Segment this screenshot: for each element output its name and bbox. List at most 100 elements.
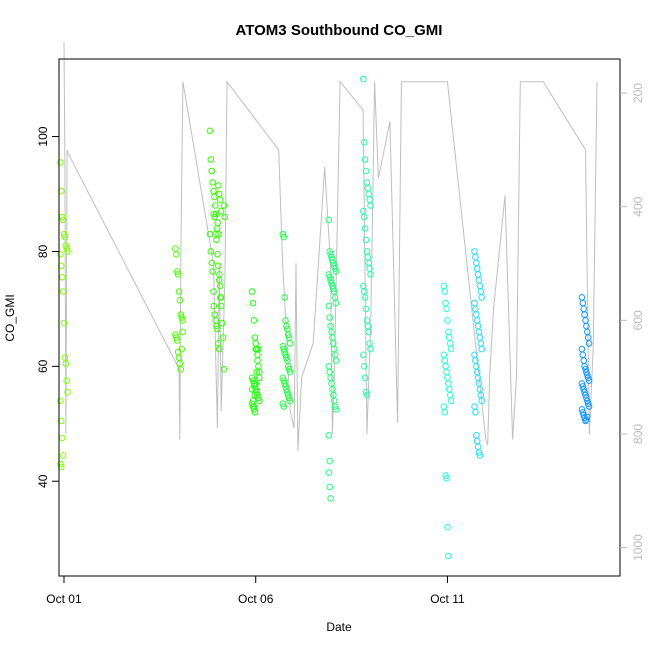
- data-point: [362, 388, 370, 396]
- data-point: [367, 345, 374, 353]
- data-point: [176, 297, 184, 304]
- data-point: [584, 374, 592, 382]
- altitude-trace-line: [63, 41, 598, 452]
- data-point: [286, 368, 294, 376]
- data-point: [209, 268, 216, 275]
- data-point: [582, 365, 589, 373]
- data-point: [282, 351, 289, 359]
- y2-tick-label: 400: [631, 196, 645, 216]
- data-point: [585, 403, 593, 410]
- data-point: [207, 156, 215, 163]
- data-point: [327, 322, 334, 330]
- data-point: [473, 259, 480, 267]
- data-point: [254, 391, 261, 399]
- data-points: [57, 75, 593, 560]
- data-point: [585, 340, 593, 347]
- data-point: [330, 259, 337, 267]
- data-point: [326, 457, 334, 465]
- data-point: [58, 274, 66, 281]
- data-point: [210, 210, 218, 218]
- data-point: [254, 351, 261, 359]
- data-point: [447, 345, 455, 353]
- data-point: [177, 311, 185, 318]
- data-point: [583, 394, 590, 402]
- data-point: [361, 374, 369, 382]
- data-point: [285, 365, 293, 373]
- data-point: [216, 196, 224, 203]
- data-point: [473, 368, 481, 376]
- data-point: [59, 452, 67, 459]
- data-point: [325, 216, 333, 224]
- data-point: [248, 386, 256, 393]
- data-point: [471, 248, 478, 255]
- data-point: [179, 328, 186, 336]
- data-point: [583, 416, 590, 424]
- data-point: [248, 288, 256, 295]
- data-point: [578, 294, 586, 301]
- data-point: [209, 179, 216, 186]
- data-point: [253, 368, 260, 376]
- data-point: [61, 233, 69, 241]
- data-point: [256, 374, 263, 382]
- data-point: [282, 383, 289, 390]
- data-point: [326, 314, 334, 321]
- data-point: [475, 380, 483, 387]
- data-point: [362, 167, 370, 175]
- data-point: [211, 213, 218, 221]
- data-point: [215, 345, 223, 353]
- data-point: [281, 380, 288, 387]
- data-point: [581, 363, 588, 370]
- data-point: [332, 299, 340, 307]
- data-point: [214, 219, 221, 226]
- altitude-traces: [63, 41, 598, 452]
- data-point: [331, 403, 339, 410]
- data-point: [255, 345, 262, 353]
- data-point: [248, 374, 256, 382]
- data-point: [173, 268, 181, 275]
- data-point: [218, 319, 226, 327]
- data-point: [175, 288, 183, 295]
- data-point: [442, 363, 449, 370]
- data-point: [207, 248, 215, 255]
- data-point: [284, 391, 292, 399]
- data-point: [61, 354, 69, 362]
- data-point: [217, 302, 225, 310]
- data-point: [328, 253, 335, 261]
- data-point: [367, 202, 374, 209]
- data-point: [280, 345, 288, 353]
- data-point: [360, 213, 368, 221]
- data-point: [441, 409, 449, 416]
- data-point: [440, 351, 448, 359]
- data-point: [326, 483, 334, 491]
- data-point: [472, 253, 479, 261]
- data-point: [58, 434, 66, 442]
- data-point: [177, 365, 185, 373]
- data-point: [279, 374, 287, 382]
- data-point: [280, 377, 288, 385]
- data-point: [472, 409, 479, 416]
- data-point: [59, 288, 67, 295]
- data-point: [326, 248, 334, 255]
- data-point: [444, 523, 451, 531]
- data-point: [583, 322, 590, 330]
- data-point: [472, 305, 479, 313]
- data-point: [584, 328, 591, 336]
- data-point: [211, 193, 218, 201]
- data-point: [254, 357, 261, 364]
- data-point: [445, 552, 452, 560]
- data-point: [256, 397, 263, 405]
- data-point: [477, 340, 485, 347]
- data-point: [579, 351, 587, 359]
- data-point: [60, 230, 68, 238]
- data-point: [582, 417, 589, 425]
- y-tick-label: 80: [36, 244, 50, 258]
- data-point: [473, 265, 481, 273]
- data-point: [213, 236, 220, 244]
- data-point: [329, 334, 336, 341]
- data-point: [283, 354, 290, 362]
- data-point: [212, 317, 219, 324]
- data-point: [281, 294, 288, 301]
- y-axis-label: CO_GMI: [3, 294, 17, 341]
- data-point: [213, 225, 221, 232]
- data-point: [332, 406, 340, 413]
